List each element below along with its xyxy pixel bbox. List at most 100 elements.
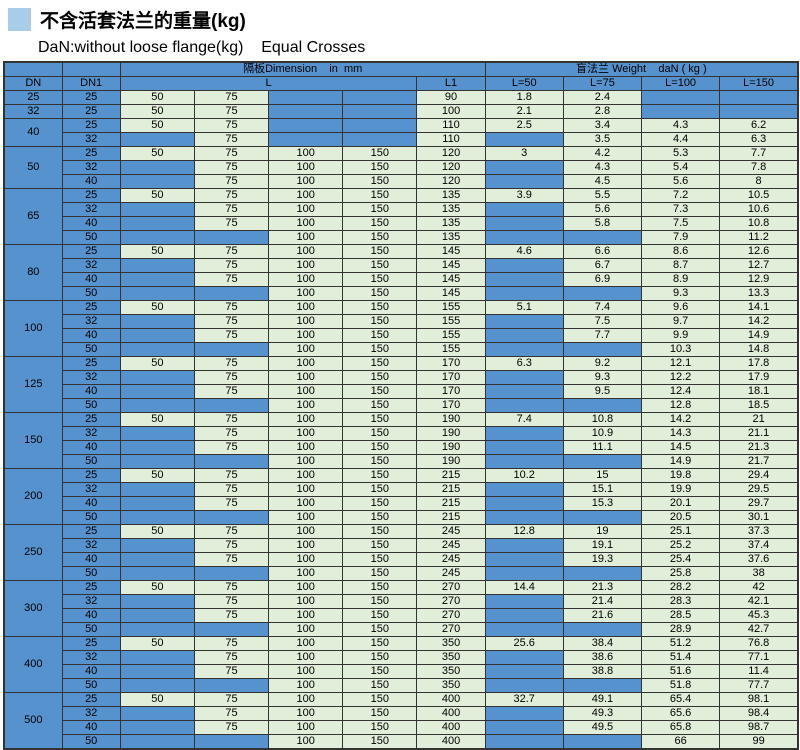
table-row: 50 100 150 400 66 99: [4, 734, 799, 750]
weight-cell: 7.5: [641, 216, 721, 231]
dn1-cell: 50: [61, 230, 121, 245]
table-row: 50 25 50 75 100 150 120 3 4.2 5.3 7.7: [3, 146, 799, 189]
l-dimension-cell: 75: [193, 370, 270, 385]
dn1-cell: 25: [61, 580, 121, 595]
l-dimension-cell: [193, 566, 270, 581]
l-dimension-cell: 100: [268, 188, 344, 203]
dn1-cell: 50: [61, 342, 121, 357]
l150-column-header: L=150: [719, 76, 799, 91]
table-row: 50 100 150 270 28.9 42.7: [4, 622, 799, 637]
dn1-cell: 32: [61, 426, 121, 441]
weight-cell: 10.8: [562, 412, 643, 427]
weight-cell: 98.7: [719, 720, 799, 735]
l-dimension-cell: 50: [119, 468, 195, 483]
weight-cell: [562, 510, 643, 525]
table-row: 32 75 100 150 215 15.1 19.9 29.5: [4, 482, 799, 497]
weight-cell: [484, 706, 564, 721]
l-dimension-cell: 75: [193, 706, 270, 721]
dn1-cell: 50: [61, 510, 121, 525]
weight-cell: [484, 342, 564, 357]
l-dimension-cell: 100: [268, 398, 344, 413]
weight-cell: 21.3: [562, 580, 643, 595]
l-dimension-cell: 150: [342, 342, 418, 357]
dn1-cell: 32: [61, 706, 121, 721]
l-dimension-cell: 100: [268, 440, 344, 455]
weight-table: 隔板Dimension in mm 盲法兰 Weight daN ( kg ) …: [3, 61, 799, 750]
dn1-cell: 25: [61, 692, 121, 707]
table-row: 40 75 100 150 400 49.5 65.8 98.7: [4, 720, 799, 735]
weight-cell: 29.5: [719, 482, 799, 497]
l-dimension-cell: [268, 118, 344, 133]
l-dimension-cell: 150: [342, 454, 418, 469]
weight-cell: 51.4: [641, 650, 721, 665]
l-dimension-cell: [119, 510, 195, 525]
table-row: 100 25 50 75 100 150 155 5.1 7.4 9.6 14.1: [3, 300, 799, 357]
l-dimension-cell: 75: [193, 468, 270, 483]
table-row: 40 75 100 150 170 9.5 12.4 18.1: [4, 384, 799, 399]
dn1-cell: 25: [61, 188, 121, 203]
weight-cell: 45.3: [719, 608, 799, 623]
l-dimension-cell: 100: [268, 580, 344, 595]
l1-cell: 170: [416, 384, 486, 399]
dn1-cell: 25: [61, 356, 121, 371]
l-dimension-cell: 150: [342, 692, 418, 707]
weight-cell: 51.6: [641, 664, 721, 679]
l1-cell: 400: [416, 720, 486, 735]
table-header: 隔板Dimension in mm 盲法兰 Weight daN ( kg ) …: [3, 61, 799, 91]
weight-cell: 18.5: [719, 398, 799, 413]
l-dimension-cell: 100: [268, 244, 344, 259]
weight-cell: 42: [719, 580, 799, 595]
dn1-cell: 25: [61, 468, 121, 483]
l-dimension-cell: 75: [193, 482, 270, 497]
l-dimension-cell: 50: [119, 412, 195, 427]
l-dimension-cell: 150: [342, 468, 418, 483]
dn-group-cell: 80: [3, 244, 63, 301]
table-row: 40 75 100 150 145 6.9 8.9 12.9: [4, 272, 799, 287]
weight-cell: 2.1: [484, 104, 564, 119]
l-dimension-cell: 75: [193, 146, 270, 161]
dn-group-cell: 500: [3, 692, 63, 750]
l-dimension-cell: 100: [268, 678, 344, 693]
header-row-1: 隔板Dimension in mm 盲法兰 Weight daN ( kg ): [3, 61, 799, 77]
weight-cell: 28.2: [641, 580, 721, 595]
dn1-cell: 50: [61, 286, 121, 301]
weight-cell: 14.9: [641, 454, 721, 469]
weight-cell: 37.3: [719, 524, 799, 539]
weight-cell: 51.8: [641, 678, 721, 693]
weight-cell: [484, 160, 564, 175]
dn-group-cell: 125: [3, 356, 63, 413]
l-dimension-cell: 75: [193, 720, 270, 735]
dn-column-header: DN: [3, 76, 63, 91]
l-dimension-cell: 150: [342, 426, 418, 441]
weight-cell: 25.4: [641, 552, 721, 567]
weight-cell: 32.7: [484, 692, 564, 707]
l1-cell: 215: [416, 496, 486, 511]
weight-cell: 9.2: [562, 356, 643, 371]
weight-cell: [484, 650, 564, 665]
weight-cell: 65.4: [641, 692, 721, 707]
weight-cell: 7.3: [641, 202, 721, 217]
weight-cell: 20.5: [641, 510, 721, 525]
weight-cell: 10.2: [484, 468, 564, 483]
weight-cell: 7.4: [484, 412, 564, 427]
l50-column-header: L=50: [484, 76, 564, 91]
l-dimension-cell: 150: [342, 580, 418, 595]
weight-cell: 9.6: [641, 300, 721, 315]
l-dimension-cell: 150: [342, 370, 418, 385]
l-dimension-cell: [342, 90, 418, 105]
weight-cell: 3: [484, 146, 564, 161]
weight-cell: [484, 454, 564, 469]
dn1-cell: 32: [61, 160, 121, 175]
l1-cell: 145: [416, 244, 486, 259]
weight-cell: 15: [562, 468, 643, 483]
weight-cell: 17.8: [719, 356, 799, 371]
weight-cell: 98.1: [719, 692, 799, 707]
l-dimension-cell: 100: [268, 706, 344, 721]
weight-cell: [484, 552, 564, 567]
l-dimension-cell: 50: [119, 188, 195, 203]
weight-cell: 65.6: [641, 706, 721, 721]
l1-cell: 100: [416, 104, 486, 119]
weight-cell: [484, 258, 564, 273]
l-dimension-cell: [119, 272, 195, 287]
l1-cell: 145: [416, 258, 486, 273]
